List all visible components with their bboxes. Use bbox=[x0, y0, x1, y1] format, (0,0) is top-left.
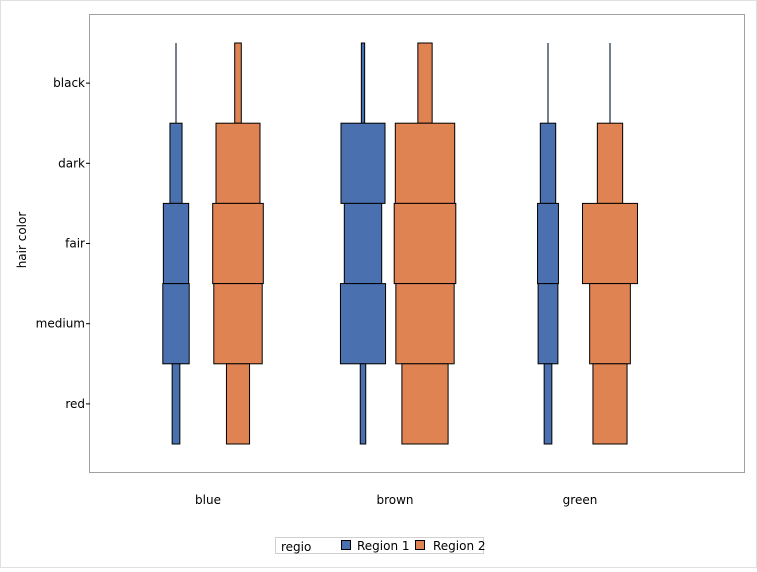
legend-swatch-region-1 bbox=[341, 540, 351, 550]
y-tick-label: dark bbox=[58, 156, 85, 170]
bar-segment bbox=[360, 42, 366, 124]
bar-segment bbox=[417, 42, 433, 124]
bar-segment bbox=[401, 363, 449, 445]
legend-title: regio bbox=[281, 540, 311, 554]
bar-segment bbox=[169, 122, 183, 204]
bar-segment bbox=[215, 122, 261, 204]
x-tick-label: brown bbox=[376, 493, 413, 507]
bar-segment bbox=[394, 122, 456, 204]
legend-swatch-region-2 bbox=[415, 540, 425, 550]
bar-segment bbox=[589, 283, 631, 365]
legend-frame bbox=[275, 537, 484, 554]
bar-segment bbox=[234, 42, 242, 124]
bar-segment bbox=[340, 122, 386, 204]
bar-segment bbox=[582, 202, 638, 285]
y-axis-label: hair color bbox=[15, 212, 29, 269]
bar-segment bbox=[171, 363, 181, 445]
legend: regio Region 1 Region 2 bbox=[275, 537, 486, 554]
bar-segment bbox=[162, 202, 190, 285]
y-tick-label: red bbox=[65, 397, 85, 411]
bar-segment bbox=[225, 363, 251, 445]
bar-segment bbox=[596, 122, 624, 204]
bar-segment bbox=[393, 202, 457, 285]
x-tick-label: green bbox=[563, 493, 598, 507]
bar-segment bbox=[543, 363, 553, 445]
bar-segment bbox=[339, 283, 387, 365]
legend-label-region-2: Region 2 bbox=[433, 539, 486, 553]
bar-segment bbox=[537, 283, 559, 365]
bar-segment bbox=[395, 283, 455, 365]
y-tick-label: black bbox=[53, 76, 85, 90]
bar-segment bbox=[539, 122, 557, 204]
bar-segment bbox=[359, 363, 367, 445]
y-tick-label: medium bbox=[36, 317, 85, 331]
bar-segment bbox=[592, 363, 628, 445]
bar-segment bbox=[343, 202, 383, 285]
y-tick-label: fair bbox=[65, 237, 85, 251]
legend-label-region-1: Region 1 bbox=[357, 539, 410, 553]
x-tick-label: blue bbox=[195, 493, 221, 507]
bar-segment bbox=[212, 202, 264, 285]
bar-segment bbox=[162, 283, 190, 365]
bar-segment bbox=[537, 202, 559, 285]
bar-segment bbox=[213, 283, 263, 365]
